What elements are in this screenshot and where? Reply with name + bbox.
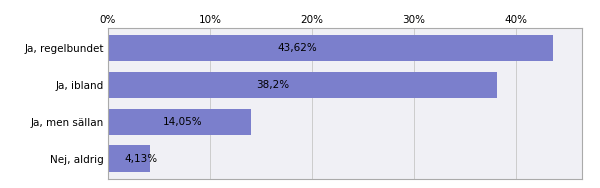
Bar <box>108 35 553 61</box>
Bar <box>108 108 251 135</box>
Text: 14,05%: 14,05% <box>163 117 202 127</box>
Bar <box>108 72 497 98</box>
Text: 43,62%: 43,62% <box>277 43 317 53</box>
Text: 4,13%: 4,13% <box>124 154 157 164</box>
Bar <box>108 145 150 172</box>
Text: 38,2%: 38,2% <box>256 80 289 90</box>
